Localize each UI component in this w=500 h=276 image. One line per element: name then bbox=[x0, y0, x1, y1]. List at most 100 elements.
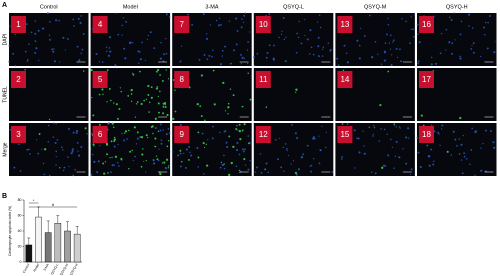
nucleus bbox=[453, 12, 455, 14]
tunel-cell bbox=[200, 115, 203, 118]
nucleus bbox=[460, 159, 463, 161]
tunel-cell bbox=[111, 122, 114, 125]
nucleus bbox=[417, 60, 420, 63]
nucleus bbox=[372, 133, 375, 135]
nucleus bbox=[310, 164, 313, 167]
nucleus bbox=[89, 143, 92, 145]
nucleus bbox=[395, 47, 398, 50]
nucleus bbox=[98, 61, 101, 63]
nucleus bbox=[164, 166, 167, 169]
nucleus bbox=[219, 166, 222, 169]
nucleus bbox=[474, 174, 476, 176]
nucleus bbox=[451, 42, 454, 45]
nucleus bbox=[317, 55, 320, 58]
nucleus bbox=[463, 155, 466, 158]
nucleus bbox=[28, 43, 30, 45]
nucleus bbox=[138, 62, 140, 64]
nucleus bbox=[371, 56, 374, 59]
nucleus bbox=[171, 151, 174, 153]
tunel-cell bbox=[172, 117, 175, 121]
nucleus bbox=[310, 46, 313, 49]
nucleus bbox=[75, 132, 78, 135]
panel-number: 16 bbox=[422, 20, 431, 29]
nucleus bbox=[286, 149, 288, 152]
nucleus bbox=[471, 127, 473, 130]
nucleus bbox=[144, 59, 146, 61]
nucleus bbox=[345, 52, 348, 55]
nucleus bbox=[184, 166, 187, 169]
nucleus bbox=[390, 63, 393, 67]
tunel-cell bbox=[232, 145, 235, 149]
number-badge bbox=[337, 126, 353, 143]
panel-number: 2 bbox=[16, 75, 21, 84]
nucleus bbox=[90, 173, 93, 176]
nucleus bbox=[468, 13, 471, 16]
tunel-cell bbox=[135, 103, 138, 105]
nucleus bbox=[43, 173, 46, 176]
nucleus bbox=[30, 31, 33, 34]
bar bbox=[44, 232, 52, 263]
nucleus bbox=[226, 145, 229, 149]
nucleus bbox=[243, 14, 246, 17]
nucleus bbox=[165, 13, 168, 16]
tunel-cell bbox=[227, 173, 231, 177]
nucleus bbox=[26, 60, 29, 62]
nucleus bbox=[71, 150, 74, 153]
tunel-cell bbox=[229, 88, 232, 90]
nucleus bbox=[53, 122, 55, 124]
nucleus bbox=[295, 173, 298, 176]
nucleus bbox=[256, 166, 259, 169]
y-tick-label: 20 bbox=[18, 244, 22, 248]
tunel-cell bbox=[84, 127, 87, 130]
tunel-cell bbox=[108, 87, 111, 90]
column-header: QSYQ-H bbox=[446, 4, 468, 10]
tunel-cell bbox=[118, 108, 121, 111]
number-badge bbox=[11, 71, 26, 88]
tunel-cell bbox=[113, 136, 116, 139]
tunel-cell bbox=[446, 150, 449, 153]
tunel-cell bbox=[379, 103, 382, 107]
nucleus bbox=[81, 48, 84, 51]
nucleus bbox=[277, 158, 279, 161]
tunel-cell bbox=[200, 74, 203, 77]
number-badge bbox=[174, 71, 190, 88]
nucleus bbox=[220, 24, 222, 26]
nucleus bbox=[165, 37, 167, 40]
nucleus bbox=[63, 166, 66, 169]
tunel-cell bbox=[236, 124, 238, 127]
nucleus bbox=[387, 154, 390, 157]
tunel-cell bbox=[98, 123, 101, 126]
number-badge bbox=[174, 16, 190, 33]
nucleus bbox=[117, 33, 120, 36]
panel-label: A bbox=[2, 2, 7, 9]
nucleus bbox=[380, 63, 383, 66]
tunel-cell bbox=[156, 158, 159, 161]
nucleus bbox=[74, 168, 77, 171]
nucleus bbox=[55, 156, 57, 158]
nucleus bbox=[108, 47, 111, 49]
nucleus bbox=[312, 136, 315, 139]
number-badge bbox=[337, 16, 353, 33]
nucleus bbox=[346, 123, 349, 125]
nucleus bbox=[29, 153, 31, 155]
nucleus bbox=[177, 154, 180, 157]
nucleus bbox=[97, 160, 100, 163]
nucleus bbox=[55, 19, 58, 22]
nucleus bbox=[278, 137, 280, 139]
tunel-cell bbox=[197, 131, 200, 134]
nucleus bbox=[448, 41, 451, 44]
nucleus bbox=[205, 37, 209, 40]
nucleus bbox=[399, 127, 401, 129]
tunel-cell bbox=[145, 134, 148, 137]
nucleus bbox=[409, 42, 411, 45]
nucleus bbox=[235, 17, 238, 20]
nucleus bbox=[259, 153, 262, 155]
nucleus bbox=[391, 146, 394, 148]
nucleus bbox=[68, 165, 70, 168]
tunel-cell bbox=[241, 129, 244, 132]
tunel-cell bbox=[174, 89, 176, 91]
column-header: Model bbox=[123, 4, 138, 10]
nucleus bbox=[319, 26, 322, 29]
nucleus bbox=[52, 50, 55, 53]
nucleus bbox=[114, 12, 117, 14]
